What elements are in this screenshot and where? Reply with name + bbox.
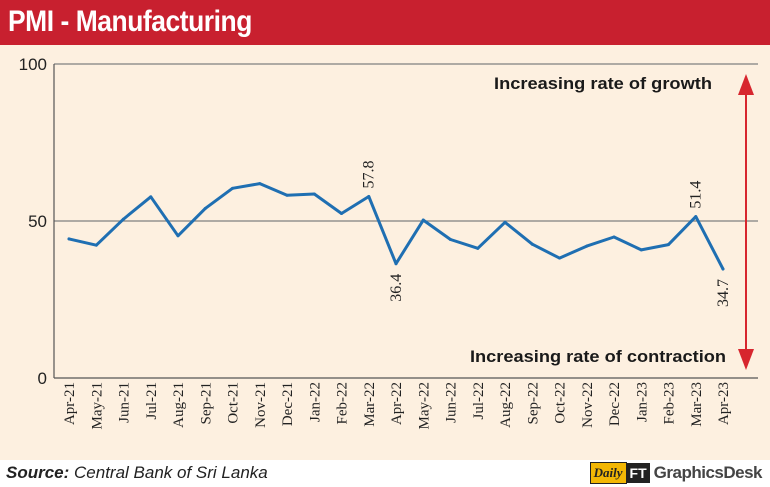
data-label-36.4: 36.4 <box>388 274 405 302</box>
x-tick-label-Mar-23: Mar-23 <box>689 382 705 427</box>
data-point-Dec-22 <box>612 235 616 239</box>
brand-ft: FT <box>626 463 650 483</box>
data-point-May-22 <box>421 218 425 222</box>
x-tick-label-Jun-21: Jun-21 <box>117 382 133 423</box>
x-tick-label-Mar-22: Mar-22 <box>362 382 378 427</box>
x-tick-label-Sep-21: Sep-21 <box>198 382 214 425</box>
y-tick-label-50: 50 <box>28 212 47 231</box>
x-tick-label-Jan-22: Jan-22 <box>307 382 323 422</box>
data-label-51.4: 51.4 <box>688 181 705 209</box>
data-point-Nov-21 <box>258 182 262 186</box>
data-point-Jul-22 <box>476 246 480 250</box>
x-tick-label-Apr-22: Apr-22 <box>389 382 405 425</box>
x-tick-label-Dec-21: Dec-21 <box>280 382 296 426</box>
chart-panel <box>0 45 770 460</box>
x-tick-label-Jul-21: Jul-21 <box>144 382 160 420</box>
y-tick-label-100: 100 <box>19 55 47 74</box>
x-tick-label-Nov-21: Nov-21 <box>253 382 269 428</box>
data-point-Jun-21 <box>122 217 125 221</box>
x-tick-label-Feb-23: Feb-23 <box>662 382 678 425</box>
pmi-series-line <box>67 182 725 271</box>
x-tick-label-Sep-22: Sep-22 <box>525 382 541 425</box>
data-point-Apr-21 <box>67 237 71 241</box>
x-tick-label-Oct-22: Oct-22 <box>553 382 569 424</box>
brand-daily: Daily <box>589 462 627 484</box>
growth-contraction-arrow <box>738 74 754 370</box>
data-labels: 57.8 36.4 51.4 34.7 <box>361 161 732 308</box>
data-point-Feb-22 <box>340 211 343 215</box>
chart-grid <box>54 63 758 222</box>
brand-graphicsdesk: GraphicsDesk <box>653 463 763 482</box>
data-point-May-21 <box>94 243 98 247</box>
series-line-group <box>67 182 725 271</box>
arrow-head-up <box>738 74 754 95</box>
x-tick-label-Apr-21: Apr-21 <box>62 382 78 425</box>
data-point-Sep-21 <box>203 206 207 210</box>
x-tick-label-Aug-22: Aug-22 <box>498 382 514 428</box>
x-tick-label-Oct-21: Oct-21 <box>226 382 242 424</box>
data-point-Oct-22 <box>558 256 561 260</box>
x-tick-label-Feb-22: Feb-22 <box>335 382 351 425</box>
source-note: Source: Central Bank of Sri Lanka <box>6 463 268 483</box>
data-point-Feb-23 <box>667 243 670 247</box>
data-point-Aug-21 <box>176 234 180 238</box>
x-tick-label-May-22: May-22 <box>416 382 432 430</box>
data-point-Mar-23 <box>694 215 698 219</box>
x-tick-label-Jan-23: Jan-23 <box>634 382 650 422</box>
source-text: Central Bank of Sri Lanka <box>69 463 268 482</box>
y-tick-label-0: 0 <box>38 369 47 388</box>
footer: Source: Central Bank of Sri Lanka Daily … <box>0 460 770 487</box>
data-point-Jun-22 <box>449 238 452 242</box>
data-point-Oct-21 <box>231 186 234 190</box>
pmi-line-chart: 0 50 100 Apr-21 May-21 Jun-21 Jul-21 Aug-21 Sep… <box>19 55 758 430</box>
data-point-Jan-22 <box>312 192 316 196</box>
data-point-Nov-22 <box>585 244 589 248</box>
chart-title: PMI - Manufacturing <box>8 5 252 38</box>
y-tick-labels: 0 50 100 <box>19 55 47 388</box>
x-tick-label-Nov-22: Nov-22 <box>580 382 596 428</box>
data-label-34.7: 34.7 <box>715 279 732 307</box>
x-tick-label-May-21: May-21 <box>89 382 105 430</box>
annotation-growth: Increasing rate of growth <box>494 74 712 93</box>
x-tick-label-Dec-22: Dec-22 <box>607 382 623 426</box>
annotation-contraction: Increasing rate of contraction <box>470 347 726 366</box>
data-point-Jan-23 <box>639 248 643 252</box>
x-tick-label-Apr-23: Apr-23 <box>716 382 732 425</box>
data-label-57.8: 57.8 <box>361 161 378 189</box>
x-tick-label-Aug-21: Aug-21 <box>171 382 187 428</box>
x-tick-label-Jul-22: Jul-22 <box>471 382 487 420</box>
source-label: Source: <box>6 463 70 482</box>
annotations: Increasing rate of growth Increasing rate… <box>470 74 726 366</box>
x-tick-labels: Apr-21 May-21 Jun-21 Jul-21 Aug-21 Sep-21 Oct-… <box>62 382 732 430</box>
data-point-Mar-22 <box>367 195 371 199</box>
chart-axes <box>53 64 758 379</box>
header-bar: PMI - Manufacturing <box>0 0 770 45</box>
data-point-Apr-22 <box>394 262 398 266</box>
data-point-Apr-23 <box>721 267 725 271</box>
x-tick-label-Jun-22: Jun-22 <box>444 382 460 423</box>
arrow-head-down <box>738 349 754 370</box>
data-point-Sep-22 <box>530 242 534 246</box>
data-point-Jul-21 <box>149 195 153 199</box>
brand-logo: Daily FT GraphicsDesk <box>589 462 763 484</box>
data-point-Aug-22 <box>503 220 507 224</box>
data-point-Dec-21 <box>285 193 289 197</box>
